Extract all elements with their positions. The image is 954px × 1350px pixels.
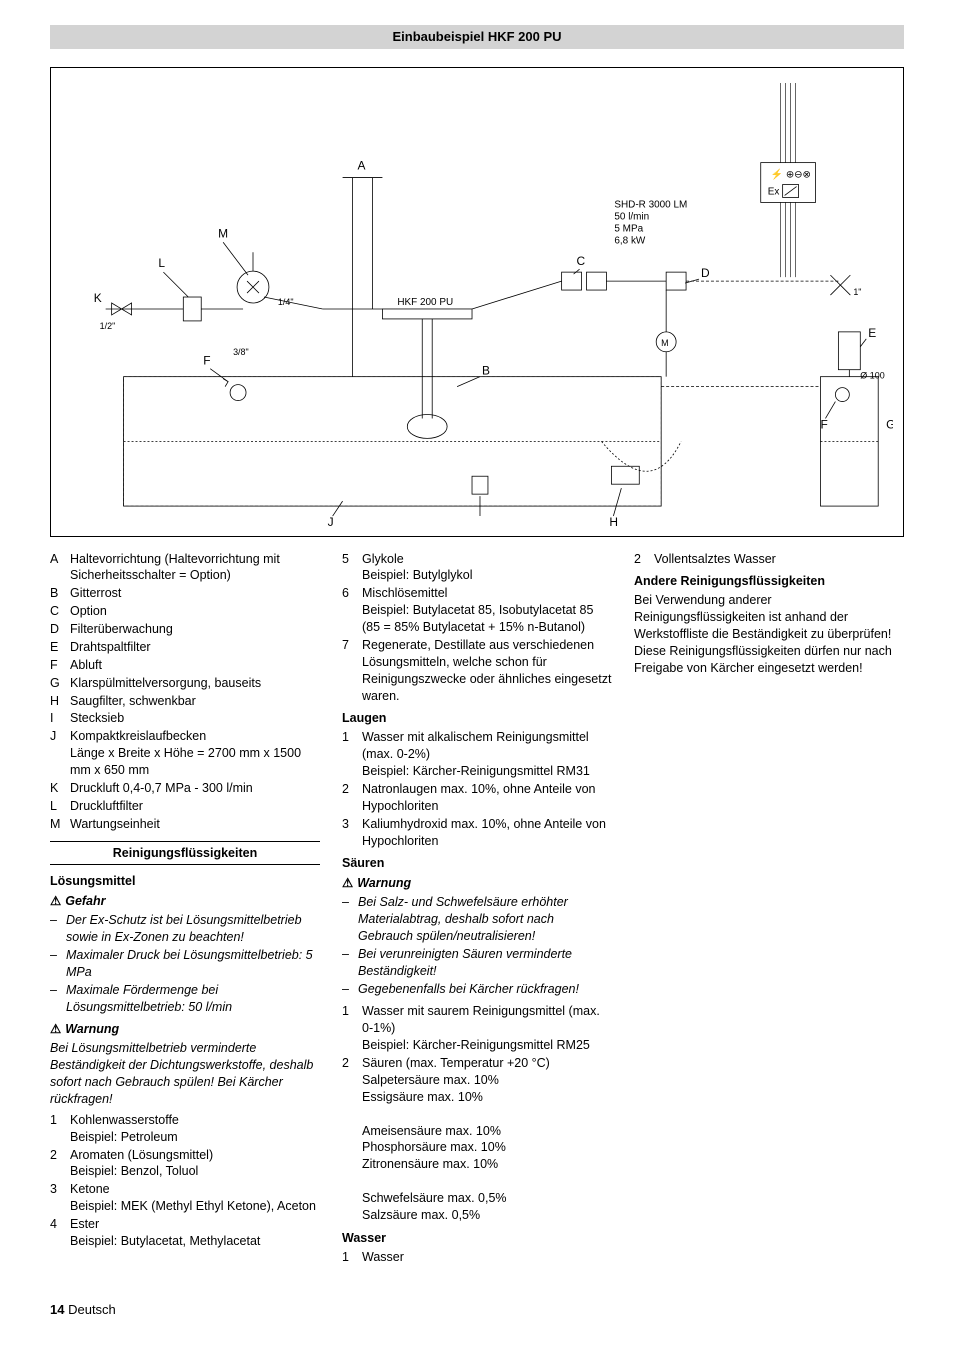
svg-text:K: K: [94, 291, 102, 305]
svg-text:1": 1": [853, 287, 861, 297]
danger-text: Gefahr: [65, 894, 105, 908]
svg-text:1/2": 1/2": [100, 320, 116, 330]
legend-item: LDruckluftfilter: [50, 798, 320, 815]
legend-item: AHaltevorrichtung (Haltevorrichtung mit …: [50, 551, 320, 585]
svg-text:HKF 200 PU: HKF 200 PU: [397, 297, 453, 308]
solvents-title: Lösungsmittel: [50, 873, 320, 890]
svg-text:SHD-R 3000 LM: SHD-R 3000 LM: [614, 199, 687, 210]
list-item: 7Regenerate, Destillate aus verschiedene…: [342, 637, 612, 705]
diagram-legend: AHaltevorrichtung (Haltevorrichtung mit …: [50, 551, 320, 833]
svg-text:6,8 kW: 6,8 kW: [614, 235, 646, 246]
svg-text:F: F: [203, 353, 210, 367]
svg-text:A: A: [358, 158, 366, 172]
svg-text:C: C: [577, 254, 586, 268]
fluids-header: Reinigungsflüssigkeiten: [50, 841, 320, 866]
svg-text:D: D: [701, 266, 710, 280]
legend-item: MWartungseinheit: [50, 816, 320, 833]
svg-text:3/8": 3/8": [233, 346, 249, 356]
list-item: Der Ex-Schutz ist bei Lösungsmittelbetri…: [50, 912, 320, 946]
list-item: 1Wasser: [342, 1249, 612, 1266]
list-item: 1Wasser mit saurem Reinigungsmittel (max…: [342, 1003, 612, 1054]
svg-text:1/4": 1/4": [278, 297, 294, 307]
danger-label: ⚠ Gefahr: [50, 893, 320, 910]
svg-text:E: E: [868, 325, 876, 339]
alkaline-list: 1Wasser mit alkalischem Reinigungsmittel…: [342, 729, 612, 849]
list-item: Maximale Fördermenge bei Lösungsmittelbe…: [50, 982, 320, 1016]
list-item: Maximaler Druck bei Lösungsmittelbetrieb…: [50, 947, 320, 981]
svg-text:Ex: Ex: [768, 186, 780, 197]
svg-text:M: M: [218, 226, 228, 240]
alkalines-title: Laugen: [342, 710, 612, 727]
warning-icon: ⚠: [50, 894, 61, 908]
warning-icon: ⚠: [50, 1022, 61, 1036]
list-item: 2Vollentsalztes Wasser: [634, 551, 904, 568]
diagram-svg: ⚡ ⊕⊖⊗ Ex SHD-R 3000 LM 50 l/min 5 MPa 6,…: [61, 78, 893, 526]
list-item: 1Wasser mit alkalischem Reinigungsmittel…: [342, 729, 612, 780]
warning-text: Warnung: [65, 1022, 119, 1036]
warning-label-2: ⚠ Warnung: [342, 875, 612, 892]
acids-warn-list: Bei Salz- und Schwefelsäure erhöhter Mat…: [342, 894, 612, 997]
warning-icon: ⚠: [342, 876, 353, 890]
legend-item: JKompaktkreislaufbecken Länge x Breite x…: [50, 728, 320, 779]
svg-text:50 l/min: 50 l/min: [614, 211, 649, 222]
list-item: 1Kohlenwasserstoffe Beispiel: Petroleum: [50, 1112, 320, 1146]
svg-text:F: F: [820, 417, 827, 431]
section-header: Einbaubeispiel HKF 200 PU: [50, 25, 904, 49]
list-item: 5Glykole Beispiel: Butylglykol: [342, 551, 612, 585]
legend-item: DFilterüberwachung: [50, 621, 320, 638]
svg-text:J: J: [328, 515, 334, 526]
list-item: 2Säuren (max. Temperatur +20 °C) Salpete…: [342, 1055, 612, 1224]
legend-item: HSaugfilter, schwenkbar: [50, 693, 320, 710]
list-item: 2Natronlaugen max. 10%, ohne Anteile von…: [342, 781, 612, 815]
svg-text:5 MPa: 5 MPa: [614, 223, 643, 234]
page-number: 14: [50, 1302, 64, 1317]
installation-diagram: ⚡ ⊕⊖⊗ Ex SHD-R 3000 LM 50 l/min 5 MPa 6,…: [50, 67, 904, 537]
list-item: 3Kaliumhydroxid max. 10%, ohne Anteile v…: [342, 816, 612, 850]
warning-label-1: ⚠ Warnung: [50, 1021, 320, 1038]
svg-text:B: B: [482, 363, 490, 377]
list-item: 2Aromaten (Lösungsmittel) Beispiel: Benz…: [50, 1147, 320, 1181]
svg-text:L: L: [158, 256, 165, 270]
legend-item: EDrahtspaltfilter: [50, 639, 320, 656]
list-item: 3Ketone Beispiel: MEK (Methyl Ethyl Keto…: [50, 1181, 320, 1215]
legend-item: GKlarspülmittelversorgung, bauseits: [50, 675, 320, 692]
list-item: Bei verunreinigten Säuren verminderte Be…: [342, 946, 612, 980]
legend-item: COption: [50, 603, 320, 620]
acids-title: Säuren: [342, 855, 612, 872]
legend-item: FAbluft: [50, 657, 320, 674]
list-item: 4Ester Beispiel: Butylacetat, Methylacet…: [50, 1216, 320, 1250]
other-title: Andere Reinigungsflüssigkeiten: [634, 573, 904, 590]
svg-text:G: G: [886, 417, 893, 431]
svg-text:M: M: [661, 337, 668, 347]
list-item: 6Mischlösemittel Beispiel: Butylacetat 8…: [342, 585, 612, 636]
text-columns: AHaltevorrichtung (Haltevorrichtung mit …: [50, 551, 904, 1281]
list-item: Gegebenenfalls bei Kärcher rückfragen!: [342, 981, 612, 998]
list-item: Bei Salz- und Schwefelsäure erhöhter Mat…: [342, 894, 612, 945]
svg-text:Ø 100: Ø 100: [860, 370, 884, 380]
warning-text: Warnung: [357, 876, 411, 890]
other-text: Bei Verwendung anderer Reinigungsflüssig…: [634, 592, 904, 676]
legend-item: IStecksieb: [50, 710, 320, 727]
page-footer: 14 Deutsch: [50, 1301, 904, 1319]
page-language: Deutsch: [68, 1302, 116, 1317]
warning-body-1: Bei Lösungsmittelbetrieb verminderte Bes…: [50, 1040, 320, 1108]
danger-list: Der Ex-Schutz ist bei Lösungsmittelbetri…: [50, 912, 320, 1015]
svg-text:⚡ ⊕⊖⊗: ⚡ ⊕⊖⊗: [771, 167, 811, 180]
legend-item: KDruckluft 0,4-0,7 MPa - 300 l/min: [50, 780, 320, 797]
legend-item: BGitterrost: [50, 585, 320, 602]
svg-text:H: H: [609, 515, 618, 526]
acids-list: 1Wasser mit saurem Reinigungsmittel (max…: [342, 1003, 612, 1223]
water-title: Wasser: [342, 1230, 612, 1247]
